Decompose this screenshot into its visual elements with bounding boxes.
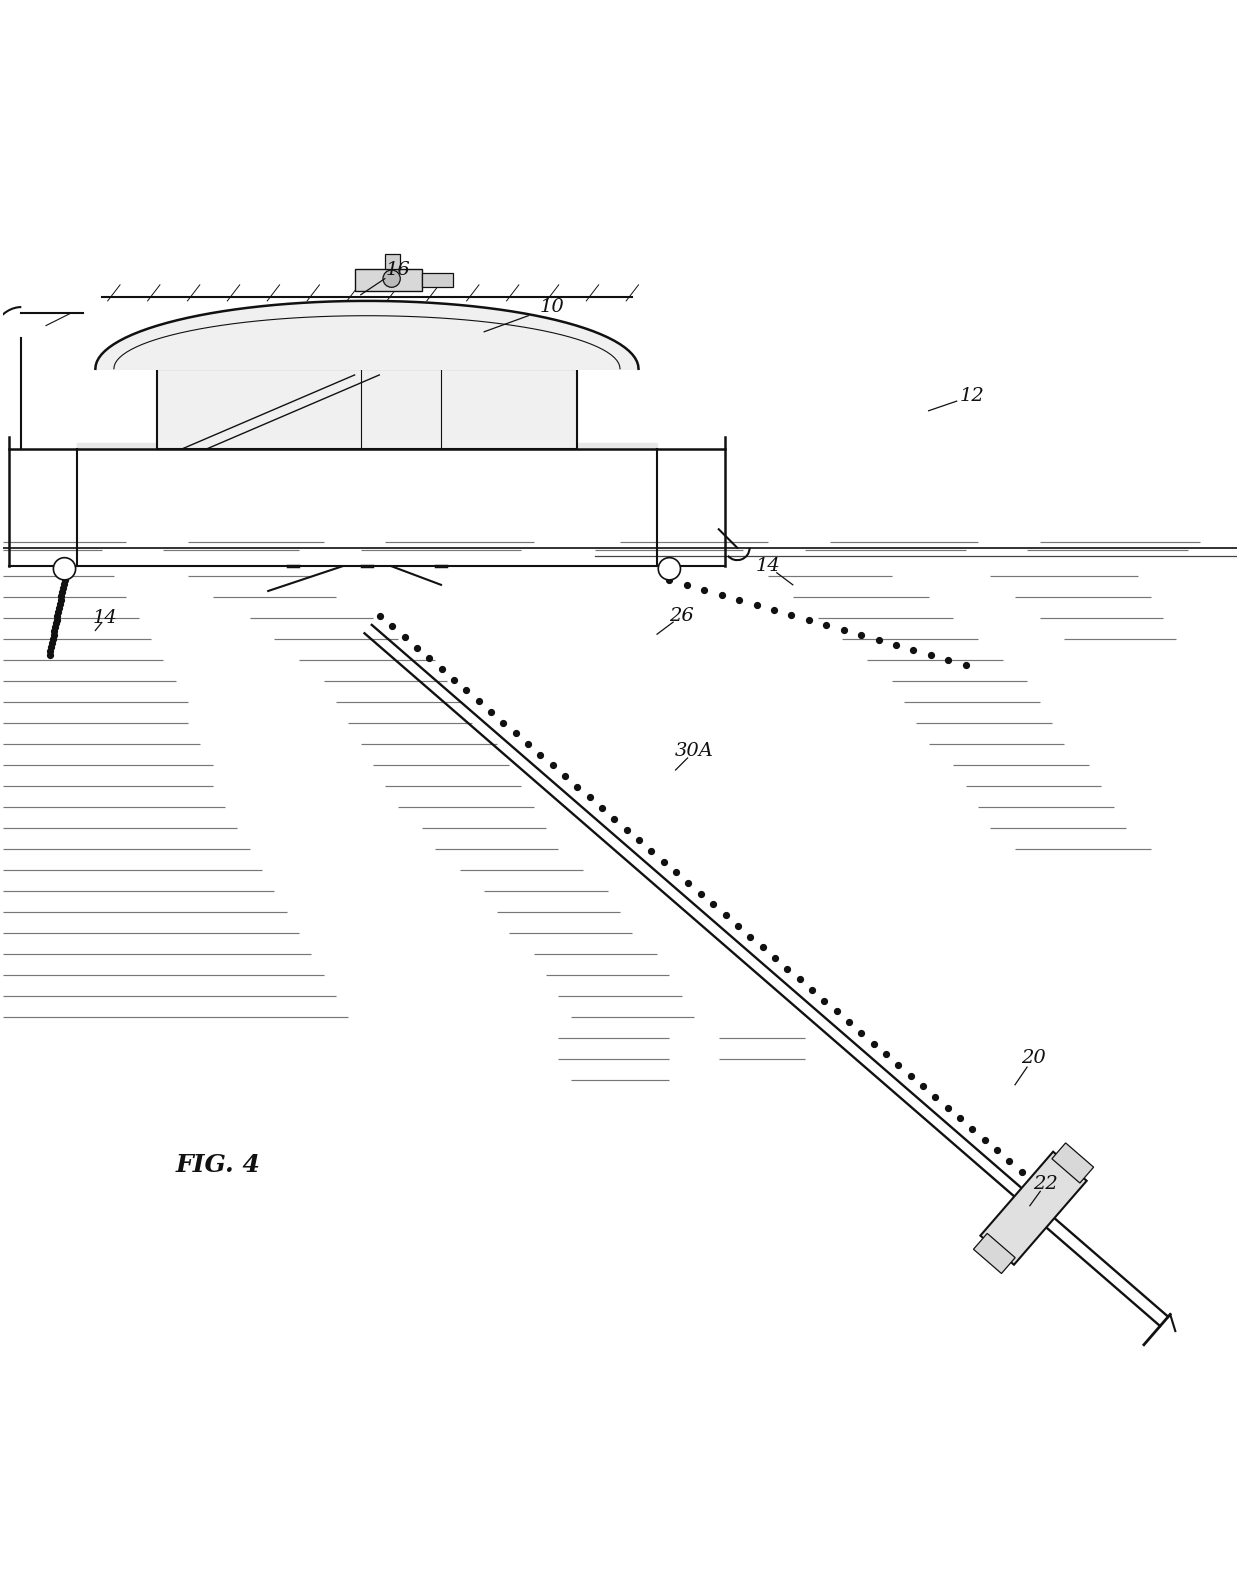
Polygon shape	[973, 1233, 1016, 1274]
Text: 20: 20	[1022, 1049, 1045, 1066]
Bar	[355, 268, 423, 292]
Text: 14: 14	[755, 557, 780, 576]
Text: 26: 26	[670, 607, 694, 624]
Bar	[386, 254, 401, 268]
Text: 30A: 30A	[675, 743, 713, 760]
Text: 14: 14	[93, 609, 118, 628]
Text: FIG. 4: FIG. 4	[176, 1153, 260, 1176]
Circle shape	[383, 270, 401, 287]
Text: 16: 16	[386, 262, 410, 279]
Polygon shape	[1052, 1143, 1094, 1183]
Circle shape	[658, 558, 681, 580]
Text: 22: 22	[1033, 1175, 1058, 1192]
Polygon shape	[157, 369, 577, 449]
Bar	[423, 273, 454, 287]
Text: 10: 10	[539, 298, 564, 315]
Polygon shape	[981, 1151, 1086, 1265]
Text: 12: 12	[960, 386, 985, 405]
Circle shape	[53, 558, 76, 580]
Polygon shape	[77, 443, 657, 449]
Polygon shape	[95, 301, 639, 369]
